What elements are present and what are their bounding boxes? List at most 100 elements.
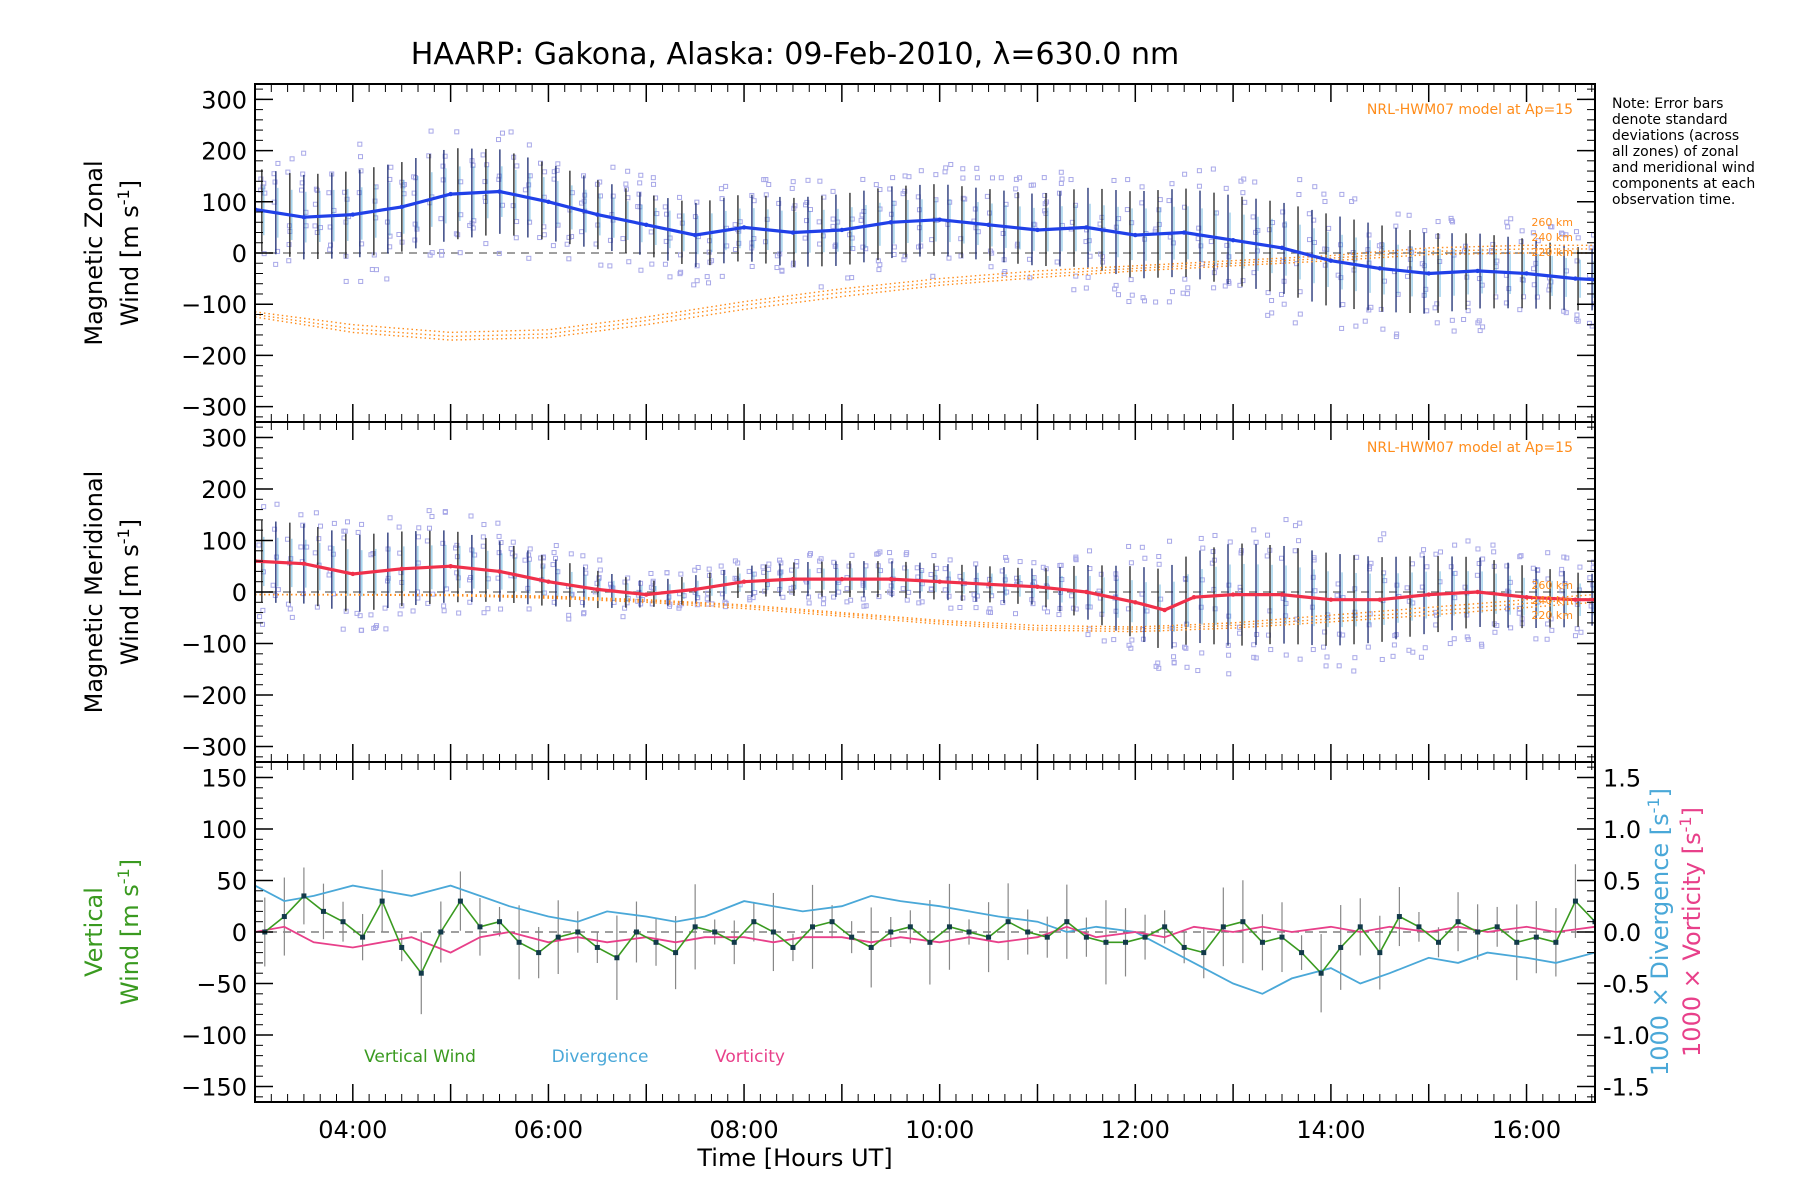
zone-point [454, 570, 460, 576]
zone-point [876, 594, 882, 600]
zone-point [384, 276, 390, 282]
plot-area [255, 864, 1595, 1015]
zone-point [1506, 286, 1512, 292]
zone-point [1026, 256, 1032, 262]
zone-point [1586, 320, 1592, 326]
zone-point [1322, 262, 1328, 268]
zone-point [300, 171, 306, 177]
zone-point [704, 596, 710, 602]
mean-point [1377, 266, 1383, 271]
zone-point [623, 181, 629, 187]
mean-point [350, 571, 356, 577]
zone-point [440, 163, 446, 169]
zone-point [342, 189, 348, 195]
zone-point [724, 243, 730, 249]
zone-point [622, 605, 628, 611]
zone-point [416, 525, 422, 531]
zone-point [1002, 269, 1008, 275]
mean-point [937, 579, 942, 584]
zone-point [542, 169, 548, 175]
zone-point [1182, 171, 1188, 177]
zone-point [1480, 556, 1486, 562]
vertical-wind-point [1005, 919, 1011, 925]
zone-point [1166, 299, 1172, 305]
zone-point [1240, 278, 1246, 284]
zone-point [1418, 654, 1424, 660]
zone-point [1226, 613, 1232, 619]
zone-point [1475, 546, 1481, 552]
zone-point [1587, 575, 1593, 581]
zone-point [1198, 535, 1204, 541]
vertical-wind-point [1436, 939, 1442, 945]
zone-point [1354, 554, 1360, 560]
model-curve-220-km [255, 252, 1595, 341]
zone-point [778, 560, 784, 566]
zone-point [1226, 582, 1232, 588]
zone-point [1422, 645, 1428, 651]
zone-point [1184, 291, 1190, 297]
zone-point [960, 166, 966, 172]
zone-point [500, 202, 506, 208]
mean-point [1230, 592, 1236, 597]
zone-point [273, 261, 279, 267]
zone-point [830, 216, 836, 222]
mean-point [986, 222, 991, 228]
zone-point [1533, 636, 1539, 642]
zone-point [581, 610, 587, 616]
zone-point [1265, 532, 1271, 538]
zone-point [1083, 285, 1089, 291]
zone-point [457, 250, 463, 256]
vertical-wind-point [1025, 929, 1031, 935]
zone-point [540, 563, 546, 569]
zone-point [649, 261, 655, 267]
zone-point [1054, 259, 1060, 265]
zone-point [485, 606, 491, 612]
zone-point [1518, 553, 1524, 559]
zone-point [304, 544, 310, 550]
zone-point [1517, 307, 1523, 313]
y-tick-label: 50 [216, 867, 247, 895]
mean-point [546, 199, 551, 204]
vertical-wind-point [340, 919, 346, 925]
zone-point [481, 610, 487, 616]
vertical-wind-point [575, 929, 581, 935]
zone-point [383, 626, 389, 632]
zone-point [901, 257, 907, 263]
zone-point [637, 180, 643, 186]
zone-point [677, 271, 683, 277]
mean-point [1191, 594, 1197, 600]
zone-point [746, 568, 752, 574]
vertical-wind-point [829, 919, 835, 925]
zone-point [752, 590, 758, 596]
zone-point [538, 555, 544, 561]
zone-point [288, 556, 294, 562]
zone-point [1073, 273, 1079, 279]
zone-point [1156, 561, 1162, 567]
chart-title: HAARP: Gakona, Alaska: 09-Feb-2010, λ=63… [411, 37, 1179, 72]
zone-point [943, 165, 949, 171]
zone-scatter [256, 501, 1595, 677]
zone-point [1381, 531, 1387, 537]
vertical-wind-point [810, 924, 816, 930]
zone-point [441, 603, 447, 609]
zone-point [1380, 326, 1386, 332]
zone-point [1139, 544, 1145, 550]
zone-point [1157, 197, 1163, 203]
altitude-label: 260 km [1531, 216, 1573, 229]
vertical-wind-point [379, 898, 385, 904]
zone-point [929, 237, 935, 243]
zone-point [318, 225, 324, 231]
zone-point [1223, 185, 1229, 191]
zone-point [836, 589, 842, 595]
zone-point [962, 196, 968, 202]
y-tick-label: 200 [201, 476, 247, 504]
zone-point [1073, 554, 1079, 560]
zone-point [1128, 560, 1134, 566]
zone-point [597, 567, 603, 573]
mean-point [1475, 268, 1480, 274]
zone-point [1492, 629, 1498, 635]
zone-point [692, 567, 698, 573]
zone-point [454, 129, 460, 135]
zone-point [1476, 561, 1482, 567]
zone-point [844, 586, 850, 592]
